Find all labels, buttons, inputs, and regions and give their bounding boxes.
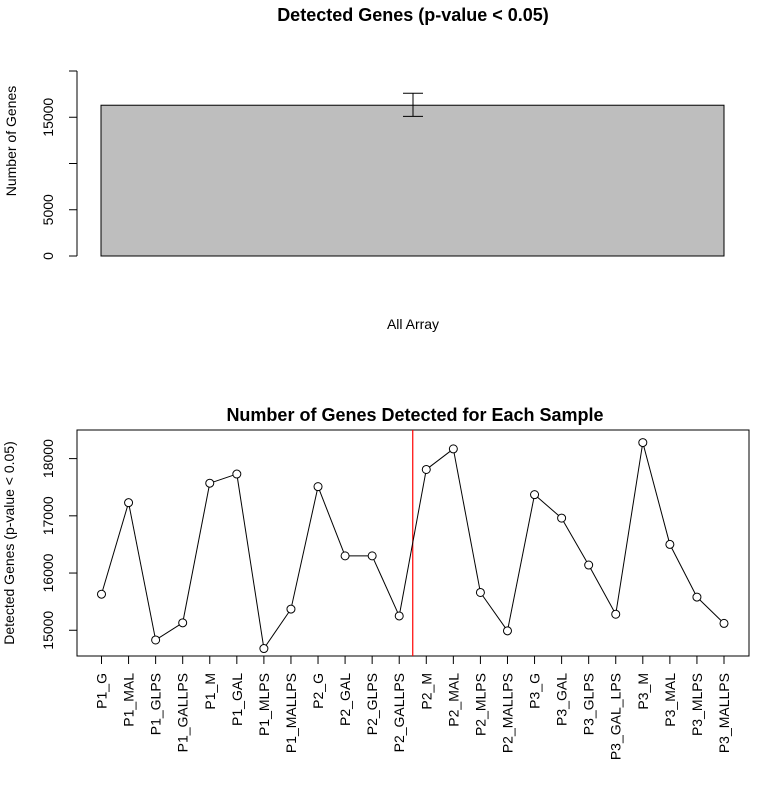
data-point (178, 618, 188, 628)
line-chart: Number of Genes Detected for Each Sample… (1, 405, 750, 760)
data-point (97, 589, 106, 599)
line-segment (102, 506, 128, 591)
line-chart-x-tick-label: P1_G (94, 673, 110, 709)
line-chart-x-ticks: P1_G P1_MAL P1_GLPS P1_GALLPS P1_M P1_GAL P1_M… (94, 656, 732, 760)
line-chart-x-tick-label: P2_MLPS (472, 673, 488, 736)
line-chart-points (97, 438, 729, 654)
data-point (475, 587, 485, 597)
line-segment (671, 547, 696, 594)
bar-all-array (100, 104, 725, 257)
line-chart-x-tick-label: P2_GLPS (364, 673, 380, 735)
line-segment (319, 490, 345, 553)
line-chart-x-tick-label: P1_MAL (121, 673, 137, 727)
data-point (394, 611, 404, 621)
line-segment (615, 446, 643, 611)
line-chart-x-tick-label: P1_MALLPS (283, 673, 299, 753)
data-point (232, 469, 242, 479)
line-chart-x-tick-label: P1_MLPS (256, 673, 272, 736)
line-chart-x-tick-label: P2_MAL (445, 673, 461, 727)
line-chart-title: Number of Genes Detected for Each Sample (226, 405, 603, 425)
line-segment (563, 521, 588, 562)
line-chart-x-tick-label: P2_MALLPS (499, 673, 515, 753)
line-chart-x-tick-label: P1_GAL (229, 673, 245, 726)
line-chart-x-tick-label: P2_GAL (337, 673, 353, 726)
data-point (124, 498, 134, 508)
line-chart-y-tick-label: 17000 (40, 496, 56, 535)
data-point (151, 635, 161, 645)
line-segment (482, 595, 506, 628)
line-segment (373, 559, 399, 613)
data-point (259, 644, 269, 654)
line-segment (453, 452, 481, 589)
line-chart-x-tick-label: P2_GALLPS (391, 673, 407, 752)
line-chart-x-tick-label: P1_M (202, 673, 218, 710)
data-point (611, 609, 621, 619)
line-chart-x-tick-label: P3_M (635, 673, 651, 710)
line-chart-x-tick-label: P1_GALLPS (175, 673, 191, 752)
line-segment (537, 496, 559, 516)
data-point (313, 482, 323, 492)
line-chart-segments (102, 446, 722, 646)
line-chart-y-tick-label: 18000 (40, 439, 56, 478)
line-chart-x-tick-label: P2_G (310, 673, 326, 709)
line-segment (429, 450, 451, 468)
line-chart-x-tick-label: P3_GAL_LPS (608, 673, 624, 760)
line-chart-y-tick-label: 16000 (40, 553, 56, 592)
line-chart-y-ticks: 15000 16000 17000 18000 (40, 439, 77, 650)
line-chart-x-tick-label: P3_GAL (554, 673, 570, 726)
data-point (421, 464, 431, 474)
data-point (557, 513, 567, 523)
line-chart-y-tick-label: 15000 (40, 611, 56, 650)
data-point (286, 604, 296, 614)
bar-error-bar (403, 92, 423, 117)
line-chart-x-tick-label: P3_MLPS (689, 673, 705, 736)
line-chart-x-tick-label: P3_MAL (662, 673, 678, 727)
line-segment (643, 446, 670, 541)
bar-chart-xlabel: All Array (387, 316, 439, 332)
data-point (719, 618, 729, 628)
line-segment (590, 568, 615, 611)
line-segment (236, 477, 264, 645)
bar-chart-y-tick-label: 5000 (40, 194, 56, 225)
bar-chart: Detected Genes (p-value < 0.05) Number o… (3, 5, 725, 332)
data-point (367, 551, 377, 561)
data-point (692, 592, 702, 602)
data-point (205, 478, 215, 488)
line-segment (399, 473, 427, 613)
bar-chart-ticks: 0 5000 15000 (40, 70, 77, 260)
line-segment (507, 498, 535, 627)
line-segment (213, 474, 234, 483)
line-chart-x-tick-label: P1_GLPS (148, 673, 164, 735)
line-segment (699, 599, 722, 621)
bar-chart-ylabel: Number of Genes (3, 86, 19, 197)
data-point (340, 551, 350, 561)
data-point (530, 490, 540, 500)
data-point (665, 539, 675, 549)
line-segment (291, 490, 318, 606)
line-segment (265, 612, 290, 646)
bar-chart-title: Detected Genes (p-value < 0.05) (277, 5, 549, 25)
line-chart-x-tick-label: P3_G (527, 673, 543, 709)
line-chart-x-tick-label: P3_GLPS (581, 673, 597, 735)
bar-chart-y-tick-label: 15000 (40, 98, 56, 137)
line-chart-x-tick-label: P2_M (418, 673, 434, 710)
bar-chart-y-tick-label: 0 (40, 252, 56, 260)
data-point (584, 560, 594, 570)
line-chart-ylabel: Detected Genes (p-value < 0.05) (1, 441, 17, 645)
line-segment (128, 506, 156, 637)
data-point (638, 438, 648, 448)
line-segment (182, 487, 210, 619)
data-point (448, 444, 458, 454)
line-chart-x-tick-label: P3_MALLPS (716, 673, 732, 753)
line-segment (158, 624, 180, 639)
data-point (502, 626, 512, 636)
